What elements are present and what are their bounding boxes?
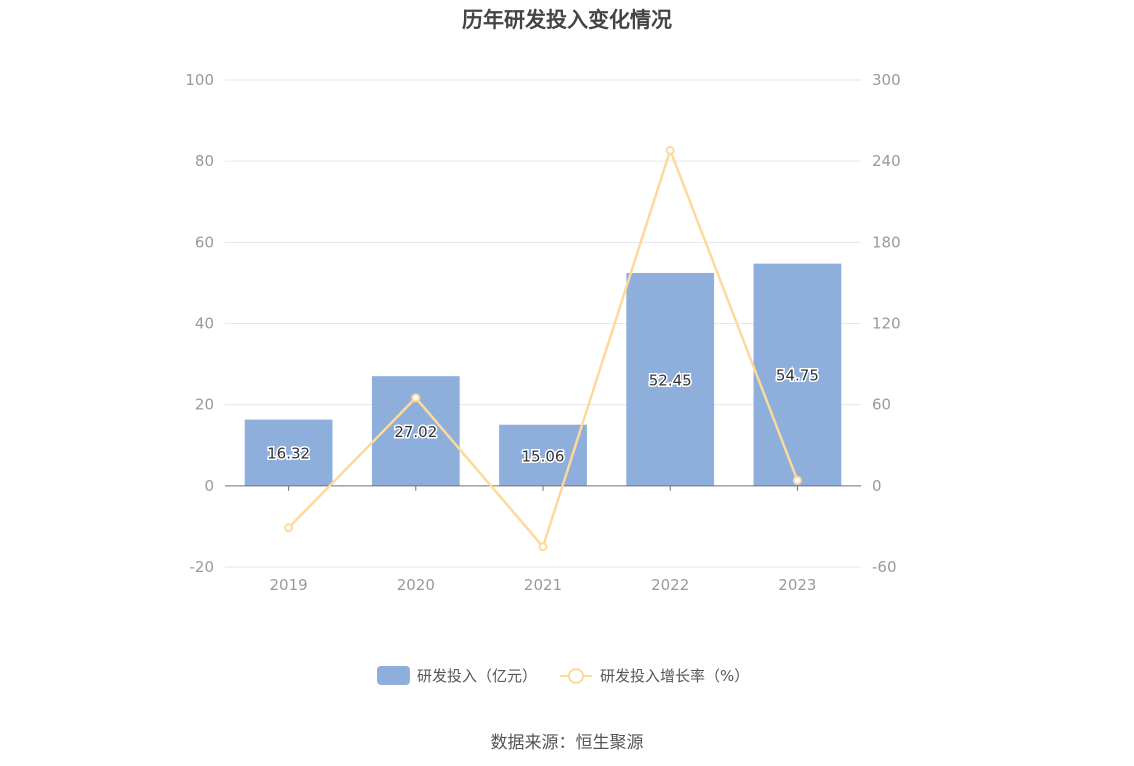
bar-value-label: 15.06 <box>522 447 565 465</box>
legend-item-bar[interactable]: 研发投入（亿元） <box>377 666 537 685</box>
left-axis-ticks: -20 0 20 40 60 80 100 <box>185 71 214 576</box>
right-axis-ticks: -60 0 60 120 180 240 300 <box>872 71 901 576</box>
left-tick-label: 40 <box>195 315 214 333</box>
bar[interactable] <box>753 263 842 486</box>
line-point[interactable] <box>792 475 802 485</box>
legend[interactable]: 研发投入（亿元） 研发投入增长率（%） <box>377 666 749 685</box>
x-tick-label: 2020 <box>397 576 435 594</box>
bar[interactable] <box>626 272 715 486</box>
right-tick-label: 60 <box>872 396 891 414</box>
bar-value-label: 52.45 <box>649 371 692 389</box>
line-point[interactable] <box>538 542 548 552</box>
left-tick-label: 0 <box>204 477 214 495</box>
right-tick-label: -60 <box>872 558 897 576</box>
x-tick-label: 2023 <box>778 576 816 594</box>
x-tick-label: 2022 <box>651 576 689 594</box>
x-tick-label: 2021 <box>524 576 562 594</box>
x-tick-label: 2019 <box>270 576 308 594</box>
right-tick-label: 300 <box>872 71 901 89</box>
right-tick-label: 120 <box>872 315 901 333</box>
bar-value-label: 54.75 <box>776 367 819 385</box>
grid-lines <box>225 79 861 568</box>
bar-value-label: 16.32 <box>267 445 310 463</box>
line-point[interactable] <box>665 145 675 155</box>
x-axis <box>225 485 861 491</box>
line-point[interactable] <box>284 523 294 533</box>
bar-value-labels: 16.32 27.02 15.06 52.45 54.75 <box>266 365 821 467</box>
left-tick-label: 100 <box>185 71 214 89</box>
bar[interactable] <box>244 419 333 486</box>
data-source: 数据来源：恒生聚源 <box>490 733 644 753</box>
legend-bar-swatch <box>377 666 410 685</box>
left-tick-label: -20 <box>190 558 215 576</box>
right-tick-label: 0 <box>872 477 882 495</box>
left-tick-label: 20 <box>195 396 214 414</box>
bar-value-label: 27.02 <box>394 423 437 441</box>
chart-title: 历年研发投入变化情况 <box>462 8 672 32</box>
legend-bar-label: 研发投入（亿元） <box>417 667 537 685</box>
legend-item-line[interactable]: 研发投入增长率（%） <box>560 667 749 685</box>
legend-line-label: 研发投入增长率（%） <box>600 667 749 685</box>
line-series <box>284 145 802 552</box>
line-point[interactable] <box>411 393 421 403</box>
legend-line-marker <box>568 668 584 684</box>
left-tick-label: 80 <box>195 152 214 170</box>
x-axis-ticks: 2019 2020 2021 2022 2023 <box>270 576 817 594</box>
left-tick-label: 60 <box>195 233 214 251</box>
right-tick-label: 180 <box>872 233 901 251</box>
right-tick-label: 240 <box>872 152 901 170</box>
